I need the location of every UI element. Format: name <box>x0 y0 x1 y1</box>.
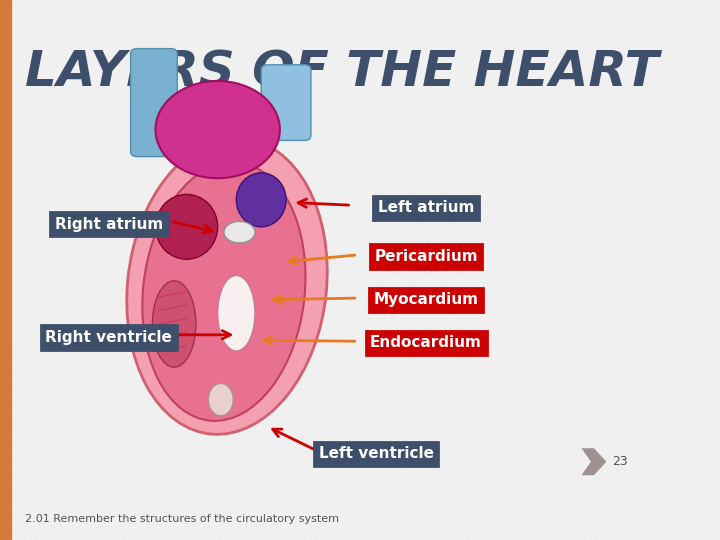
Ellipse shape <box>236 173 286 227</box>
Text: 23: 23 <box>613 455 629 468</box>
FancyBboxPatch shape <box>261 65 311 140</box>
Ellipse shape <box>156 81 280 178</box>
Text: Pericardium: Pericardium <box>374 249 478 264</box>
Ellipse shape <box>217 275 255 351</box>
Ellipse shape <box>143 163 305 421</box>
Text: Right ventricle: Right ventricle <box>45 330 172 345</box>
Text: Endocardium: Endocardium <box>370 335 482 350</box>
Ellipse shape <box>208 383 233 416</box>
Ellipse shape <box>127 138 328 434</box>
FancyBboxPatch shape <box>130 49 177 157</box>
Ellipse shape <box>224 221 255 243</box>
Polygon shape <box>582 448 606 475</box>
Text: Left ventricle: Left ventricle <box>319 446 433 461</box>
Text: Left atrium: Left atrium <box>378 200 474 215</box>
Ellipse shape <box>153 281 196 367</box>
Text: 2.01 Remember the structures of the circulatory system: 2.01 Remember the structures of the circ… <box>25 514 339 524</box>
Ellipse shape <box>156 194 217 259</box>
Text: LAYERS OF THE HEART: LAYERS OF THE HEART <box>25 49 659 97</box>
Text: Myocardium: Myocardium <box>374 292 479 307</box>
Text: Right atrium: Right atrium <box>55 217 163 232</box>
Bar <box>0 0 12 540</box>
